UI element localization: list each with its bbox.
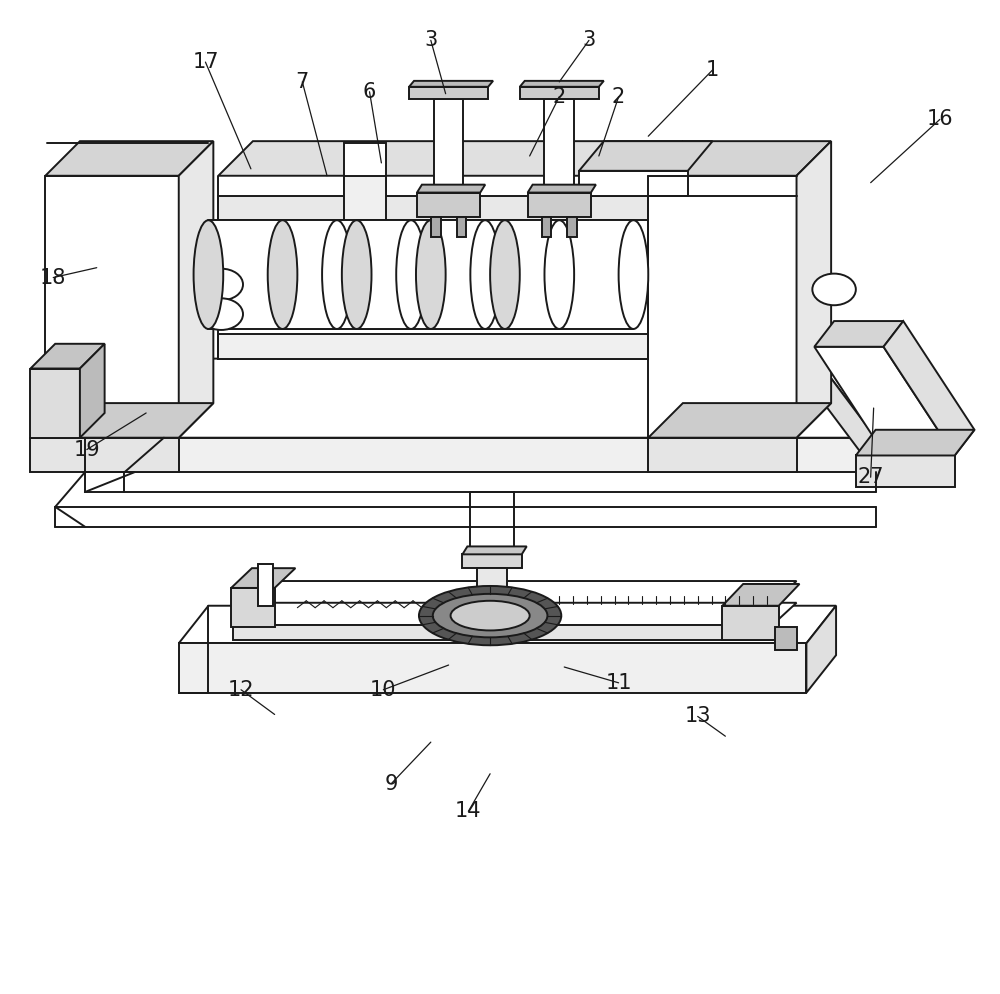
Text: 2: 2 — [553, 86, 566, 106]
Polygon shape — [409, 81, 493, 86]
Text: 7: 7 — [296, 72, 309, 91]
Polygon shape — [233, 602, 797, 625]
Polygon shape — [231, 569, 295, 587]
Polygon shape — [30, 437, 179, 472]
Polygon shape — [648, 176, 797, 437]
Polygon shape — [434, 98, 463, 193]
Ellipse shape — [194, 221, 223, 329]
Ellipse shape — [433, 593, 547, 637]
Text: 11: 11 — [605, 673, 632, 693]
Polygon shape — [344, 143, 386, 196]
Polygon shape — [477, 569, 507, 605]
Ellipse shape — [470, 221, 500, 329]
Polygon shape — [85, 359, 876, 437]
Polygon shape — [462, 555, 522, 569]
Text: 17: 17 — [192, 52, 219, 73]
Text: 3: 3 — [582, 31, 596, 51]
Polygon shape — [344, 176, 386, 226]
Polygon shape — [567, 218, 577, 237]
Ellipse shape — [268, 221, 297, 329]
Polygon shape — [579, 171, 688, 196]
Ellipse shape — [416, 221, 446, 329]
Text: 13: 13 — [684, 707, 711, 727]
Polygon shape — [542, 218, 551, 237]
Polygon shape — [884, 321, 974, 455]
Ellipse shape — [619, 221, 648, 329]
Text: 1: 1 — [706, 60, 719, 80]
Polygon shape — [528, 193, 591, 218]
Polygon shape — [30, 344, 105, 369]
Ellipse shape — [490, 221, 520, 329]
Polygon shape — [409, 86, 488, 98]
Polygon shape — [179, 141, 213, 437]
Ellipse shape — [451, 600, 530, 630]
Text: 27: 27 — [857, 467, 884, 487]
Polygon shape — [45, 176, 179, 437]
Polygon shape — [218, 334, 648, 359]
Polygon shape — [431, 221, 559, 329]
Polygon shape — [814, 321, 903, 347]
Polygon shape — [417, 185, 485, 193]
Polygon shape — [775, 627, 797, 650]
Text: 12: 12 — [228, 680, 254, 700]
Polygon shape — [233, 603, 772, 617]
Polygon shape — [233, 625, 772, 640]
Ellipse shape — [200, 298, 243, 330]
Polygon shape — [179, 605, 836, 643]
Polygon shape — [258, 565, 273, 605]
Polygon shape — [231, 587, 275, 627]
Polygon shape — [30, 404, 213, 437]
Text: 10: 10 — [370, 680, 397, 700]
Polygon shape — [722, 584, 799, 605]
Text: 19: 19 — [74, 439, 100, 459]
Polygon shape — [80, 344, 105, 437]
Polygon shape — [722, 605, 779, 640]
Text: 14: 14 — [455, 801, 482, 821]
Polygon shape — [431, 218, 441, 237]
Polygon shape — [648, 437, 797, 472]
Ellipse shape — [544, 221, 574, 329]
Polygon shape — [218, 196, 648, 221]
Polygon shape — [648, 404, 831, 437]
Polygon shape — [544, 98, 574, 193]
Polygon shape — [233, 581, 797, 603]
Polygon shape — [520, 86, 599, 98]
Polygon shape — [327, 226, 406, 248]
Polygon shape — [85, 437, 876, 472]
Polygon shape — [648, 141, 831, 176]
Text: 16: 16 — [927, 109, 953, 129]
Polygon shape — [816, 359, 876, 472]
Polygon shape — [218, 141, 683, 176]
Polygon shape — [30, 369, 80, 437]
Polygon shape — [806, 605, 836, 693]
Text: 6: 6 — [363, 82, 376, 101]
Polygon shape — [470, 492, 514, 555]
Polygon shape — [797, 141, 831, 437]
Text: 18: 18 — [40, 267, 66, 287]
Polygon shape — [45, 141, 213, 176]
Polygon shape — [528, 185, 596, 193]
Polygon shape — [283, 221, 411, 329]
Polygon shape — [856, 429, 974, 455]
Polygon shape — [457, 218, 466, 237]
Polygon shape — [462, 547, 527, 555]
Polygon shape — [357, 221, 485, 329]
Text: 3: 3 — [424, 31, 437, 51]
Ellipse shape — [419, 585, 561, 645]
Ellipse shape — [342, 221, 372, 329]
Text: 2: 2 — [612, 86, 625, 106]
Polygon shape — [179, 643, 806, 693]
Polygon shape — [505, 221, 633, 329]
Polygon shape — [208, 221, 337, 329]
Polygon shape — [814, 347, 955, 455]
Ellipse shape — [322, 221, 352, 329]
Ellipse shape — [812, 273, 856, 305]
Ellipse shape — [200, 268, 243, 300]
Polygon shape — [579, 141, 713, 171]
Polygon shape — [520, 81, 604, 86]
Text: 9: 9 — [385, 773, 398, 793]
Ellipse shape — [396, 221, 426, 329]
Polygon shape — [856, 455, 955, 487]
Polygon shape — [417, 193, 480, 218]
